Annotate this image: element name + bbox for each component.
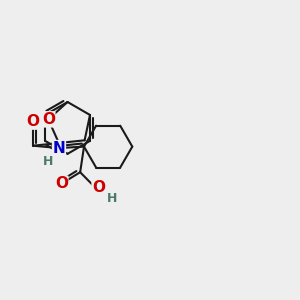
Text: O: O — [27, 114, 40, 129]
Text: H: H — [107, 192, 117, 205]
Text: N: N — [52, 141, 65, 156]
Text: H: H — [43, 155, 53, 168]
Text: O: O — [55, 176, 68, 191]
Text: O: O — [92, 181, 105, 196]
Text: O: O — [42, 112, 55, 127]
